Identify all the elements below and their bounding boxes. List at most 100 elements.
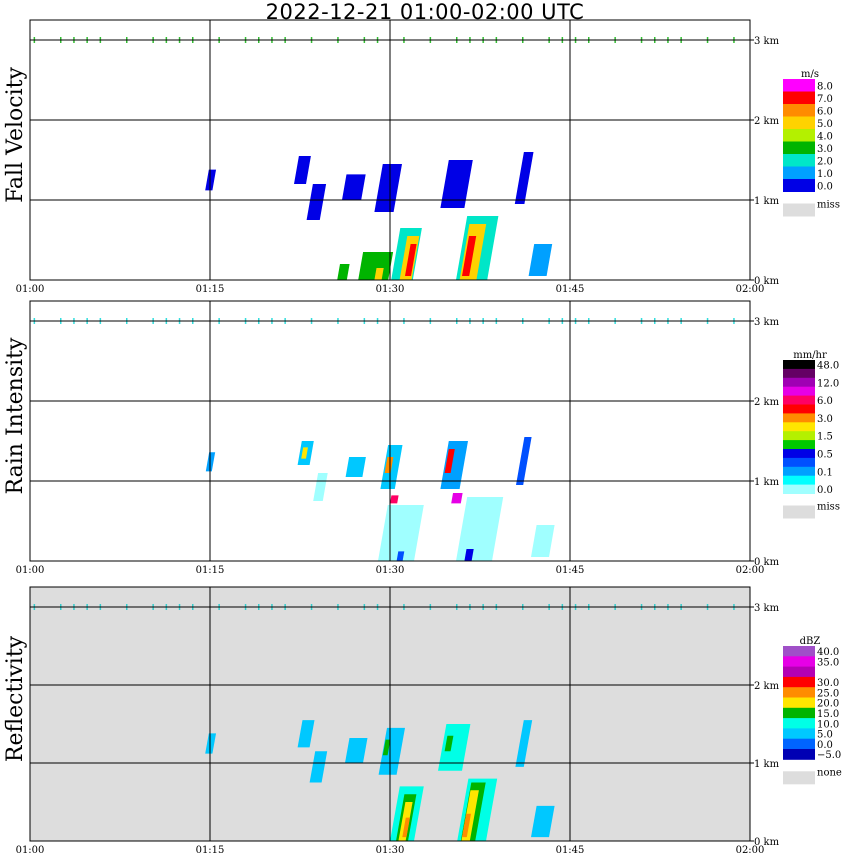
echo-10 [531,805,555,838]
legend-swatch [783,687,815,698]
legend-swatch [783,475,815,486]
panel-3: 01:00 01:15 01:30 01:45 02:000 km 1 km 2 km 3 k… [3,586,842,856]
x-tick-label: 01:15 [196,845,225,856]
plot-frame [29,300,751,562]
legend-swatch [783,422,815,432]
legend-swatch [783,166,815,180]
echo-2 [297,720,315,748]
panel-ylabel: Fall Velocity [3,67,28,203]
y-tick-label: 0 km [754,557,780,568]
plot-frame [29,586,751,842]
echo-12 [384,457,394,473]
echo-17 [382,739,391,756]
legend-swatch [783,360,815,370]
panel-ylabel: Rain Intensity [3,337,28,494]
legend-label: 40.0 [817,647,839,658]
echo-layer [205,437,555,561]
legend-label: 25.0 [817,688,839,699]
legend-swatch [783,386,815,397]
legend-unit: mm/hr [793,350,827,361]
x-tick-label: 01:15 [196,284,225,295]
echo-4 [345,738,368,763]
y-tick-label: 0 km [754,837,780,848]
echo-13 [444,449,455,473]
echo-1 [205,169,217,191]
legend-swatch [783,179,815,192]
legend-swatch [783,404,815,414]
legend-swatch [783,79,815,92]
legend-miss-label: miss [817,502,840,513]
panel-1: 01:00 01:15 01:30 01:45 02:000 km 1 km 2 km 3 k… [3,19,840,295]
echo-7 [514,152,534,204]
legend-label: 30.0 [817,678,839,689]
panel-2: 01:00 01:15 01:30 01:45 02:000 km 1 km 2 km 3 k… [3,300,840,576]
legend-swatch [783,718,815,729]
legend: m/s8.0 7.06.0 5.04.0 3.02.0 1.00.0 miss [783,69,840,217]
legend-swatch [783,141,815,155]
legend-label: 4.0 [817,131,833,142]
legend-miss-label: none [817,767,842,778]
legend-swatch [783,413,815,423]
x-tick-label: 02:00 [736,565,765,576]
echo-11 [301,447,308,459]
echo-10 [531,525,555,557]
legend-label: 6.0 [817,396,833,407]
echo-3 [313,473,328,501]
x-tick-label: 02:00 [736,845,765,856]
y-tick-label: 1 km [754,759,780,770]
legend-swatch [783,154,815,167]
echo-6 [440,160,473,208]
echo-18 [444,735,454,752]
echo-4 [342,174,366,200]
legend-label: 3.0 [817,414,833,425]
echo-6 [438,724,471,771]
echo-6 [440,441,468,489]
legend-swatch [783,431,815,441]
legend-label: 2.0 [817,156,833,167]
legend-swatch [783,707,815,719]
legend-swatch [783,129,815,142]
legend-label: 12.0 [817,378,839,389]
legend-label: −5.0 [817,750,841,761]
legend-swatch [783,484,815,494]
echo-12 [337,264,350,280]
echo-7 [516,437,532,485]
x-tick-label: 01:30 [376,845,405,856]
y-tick-label: 0 km [754,276,780,287]
echo-3 [309,751,328,783]
echo-2 [294,156,311,184]
plot-frame [29,19,751,281]
legend-label: 20.0 [817,699,839,710]
y-tick-label: 3 km [754,36,780,47]
echo-17 [374,268,384,280]
x-tick-label: 01:00 [16,284,45,295]
echo-9 [456,497,504,561]
legend-swatch [783,440,815,450]
legend-label: 0.0 [817,485,833,496]
legend-swatch [783,646,815,657]
legend-swatch [783,697,815,709]
legend-label: 3.0 [817,144,833,155]
legend-swatch [783,666,815,678]
legend-miss-label: miss [817,200,840,211]
legend-miss-swatch [783,505,815,519]
echo-1 [205,733,217,754]
echo-11 [358,252,394,280]
legend-swatch [783,738,815,750]
legend-swatch [783,676,815,688]
echo-15 [405,244,417,276]
y-tick-label: 2 km [754,397,780,408]
legend-swatch [783,368,815,379]
x-tick-label: 01:00 [16,565,45,576]
legend-label: 35.0 [817,657,839,668]
echo-8 [528,244,553,276]
x-tick-label: 01:30 [376,565,405,576]
echo-4 [345,457,366,477]
legend-swatch [783,466,815,477]
legend-miss-swatch [783,771,815,785]
legend-label: 1.0 [817,169,833,180]
y-tick-label: 2 km [754,681,780,692]
echo-layer [205,720,555,841]
legend-swatch [783,457,815,468]
legend-swatch [783,91,815,105]
